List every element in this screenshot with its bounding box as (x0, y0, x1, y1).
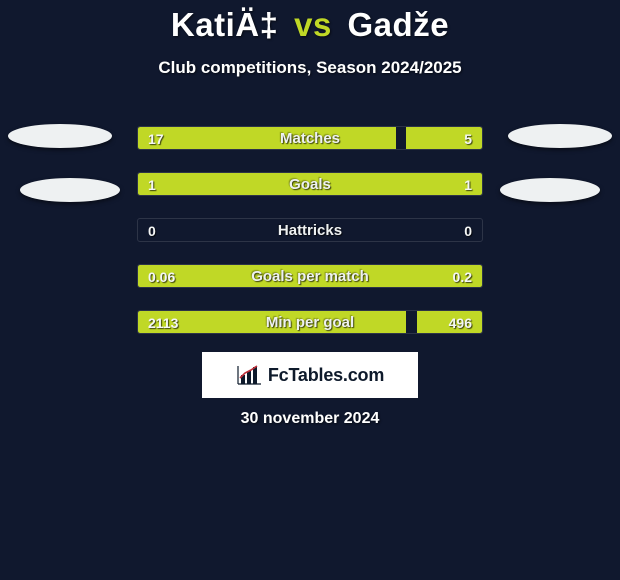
stat-value-right: 0 (454, 219, 482, 241)
stat-bar-right (310, 173, 482, 195)
stat-bar-left (138, 265, 217, 287)
stat-bar-right (406, 127, 482, 149)
stat-bar-left (138, 127, 396, 149)
team-ellipse (500, 178, 600, 202)
fctables-logo: FcTables.com (202, 352, 418, 398)
stat-row: Goals11 (137, 172, 483, 196)
page-title: KatiÄ‡ vs Gadže (0, 0, 620, 44)
subtitle: Club competitions, Season 2024/2025 (0, 58, 620, 78)
snapshot-date: 30 november 2024 (0, 410, 620, 428)
bar-chart-icon (236, 364, 262, 386)
team-ellipse (508, 124, 612, 148)
stat-row: Min per goal2113496 (137, 310, 483, 334)
player2-name: Gadže (348, 6, 450, 43)
stat-bar-left (138, 311, 406, 333)
team-ellipse (8, 124, 112, 148)
stat-value-left: 0 (138, 219, 166, 241)
player1-name: KatiÄ‡ (171, 6, 279, 43)
stat-row: Hattricks0 0 (137, 218, 483, 242)
stat-bar-left (138, 173, 310, 195)
vs-text: vs (294, 6, 332, 43)
logo-text: FcTables.com (268, 365, 384, 386)
stat-row: Goals per match0.060.2 (137, 264, 483, 288)
stat-bar-right (217, 265, 482, 287)
stat-row: Matches175 (137, 126, 483, 150)
stat-bar-right (417, 311, 482, 333)
stat-label: Hattricks (138, 219, 482, 241)
team-ellipse (20, 178, 120, 202)
comparison-bars: Matches175 Goals11 Hattricks0 0 Goals per ma… (137, 126, 483, 356)
